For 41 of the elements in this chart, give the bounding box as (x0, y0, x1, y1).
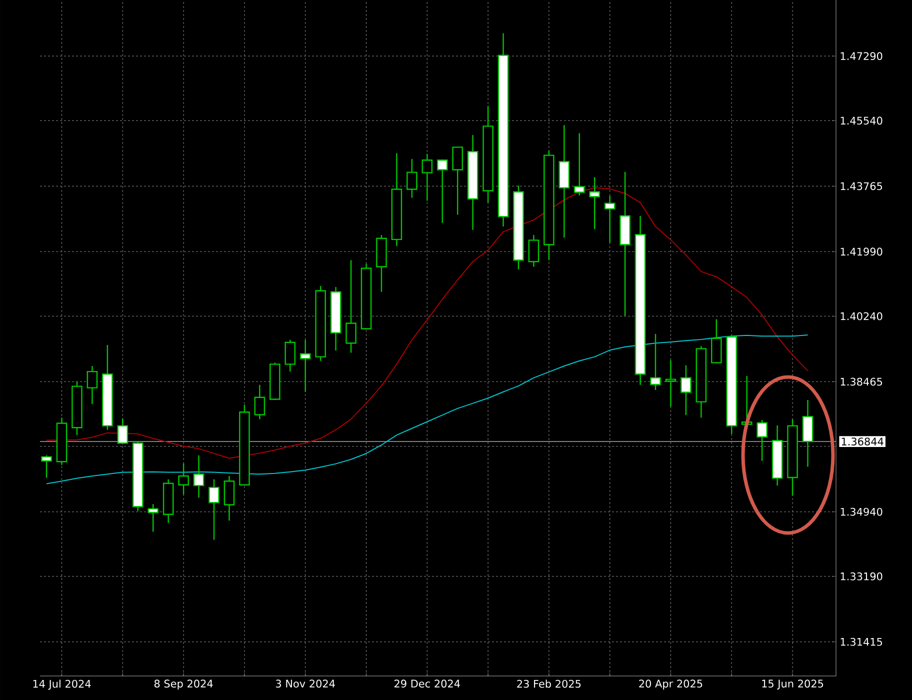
candlestick (148, 503, 158, 532)
candlestick (300, 339, 311, 392)
x-tick-label: 14 Jul 2024 (33, 680, 91, 690)
candlestick (284, 339, 296, 372)
candlestick (41, 454, 52, 478)
candlestick (452, 146, 463, 216)
candlestick (254, 384, 266, 420)
y-tick-label: 1.33190 (840, 572, 882, 580)
candlestick (756, 419, 768, 462)
y-tick-label: 1.45540 (840, 116, 882, 125)
x-tick-label: 29 Dec 2024 (394, 680, 460, 688)
x-tick-label: 15 Jun 2025 (762, 680, 824, 690)
y-tick-label: 1.43765 (840, 182, 882, 190)
candlestick (193, 454, 204, 498)
y-tick-label: 1.41990 (840, 248, 882, 256)
candlestick (208, 478, 220, 540)
candlestick (117, 418, 128, 445)
candlestick (604, 195, 616, 244)
ref-line-label: 1.36844 (842, 438, 884, 446)
x-tick-label: 23 Feb 2025 (517, 680, 581, 688)
candlestick (665, 360, 676, 408)
y-tick-label: 1.47290 (840, 52, 882, 60)
candlestick (436, 158, 448, 224)
x-tick-label: 20 Apr 2025 (639, 680, 702, 690)
y-tick-label: 1.40240 (840, 312, 882, 320)
x-tick-label: 8 Sep 2024 (154, 680, 213, 690)
candlestick (574, 132, 585, 196)
x-tick-label: 3 Nov 2024 (276, 680, 335, 688)
candlestick (680, 364, 692, 416)
candlestick (346, 260, 356, 354)
candlestick (589, 176, 600, 230)
candlestick (422, 153, 433, 202)
candlestick (86, 365, 98, 405)
y-tick-label: 1.34940 (840, 508, 882, 516)
candlestick (224, 475, 235, 522)
candlestick (406, 158, 418, 198)
candlestick (528, 234, 540, 268)
y-tick-label: 1.31415 (840, 638, 882, 646)
candlestick (178, 462, 189, 496)
candlestick (650, 333, 661, 391)
y-tick-label: 1.38465 (840, 378, 882, 386)
